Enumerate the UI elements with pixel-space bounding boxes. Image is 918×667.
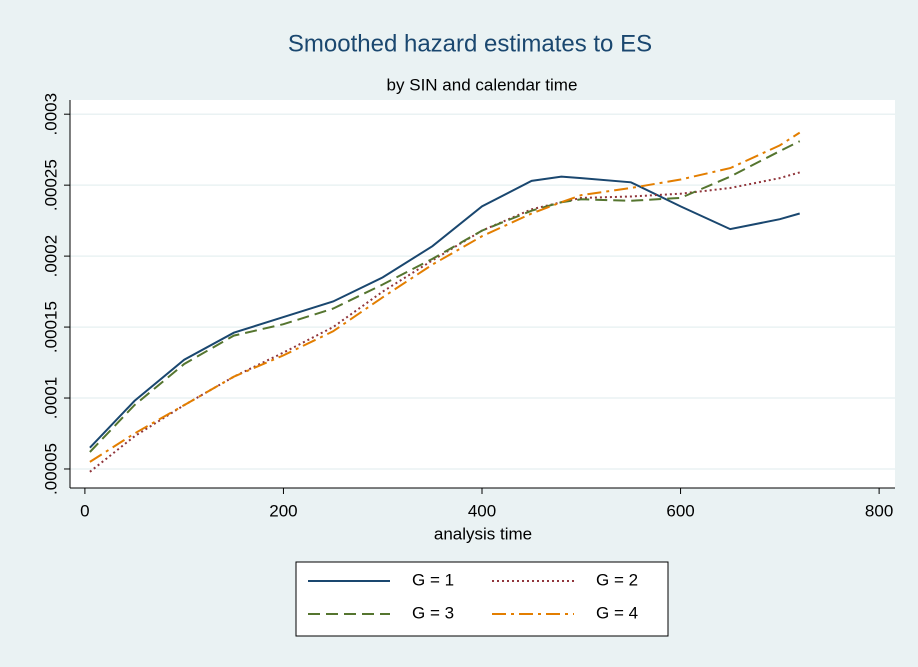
legend-label: G = 1 bbox=[412, 570, 454, 589]
legend-label: G = 4 bbox=[596, 603, 638, 622]
x-tick-label: 800 bbox=[865, 501, 893, 520]
y-tick-label: .00025 bbox=[41, 159, 60, 211]
series-line bbox=[89, 131, 801, 463]
x-tick-label: 600 bbox=[666, 501, 694, 520]
y-tick-label: .0002 bbox=[41, 235, 60, 278]
x-axis-label: analysis time bbox=[434, 524, 532, 543]
y-tick-label: .0001 bbox=[41, 377, 60, 420]
legend bbox=[295, 561, 669, 637]
x-tick-label: 400 bbox=[468, 501, 496, 520]
plot-area bbox=[70, 100, 895, 488]
chart-subtitle: by SIN and calendar time bbox=[387, 75, 578, 94]
x-tick-label: 0 bbox=[80, 501, 89, 520]
legend-label: G = 2 bbox=[596, 570, 638, 589]
y-tick-label: .0003 bbox=[41, 93, 60, 136]
series-line bbox=[89, 175, 800, 449]
x-tick-label: 200 bbox=[269, 501, 297, 520]
y-tick-label: .00015 bbox=[41, 301, 60, 353]
series-line bbox=[89, 140, 801, 453]
chart-title: Smoothed hazard estimates to ES bbox=[288, 30, 652, 57]
y-tick-label: .00005 bbox=[41, 443, 60, 495]
legend-label: G = 3 bbox=[412, 603, 454, 622]
